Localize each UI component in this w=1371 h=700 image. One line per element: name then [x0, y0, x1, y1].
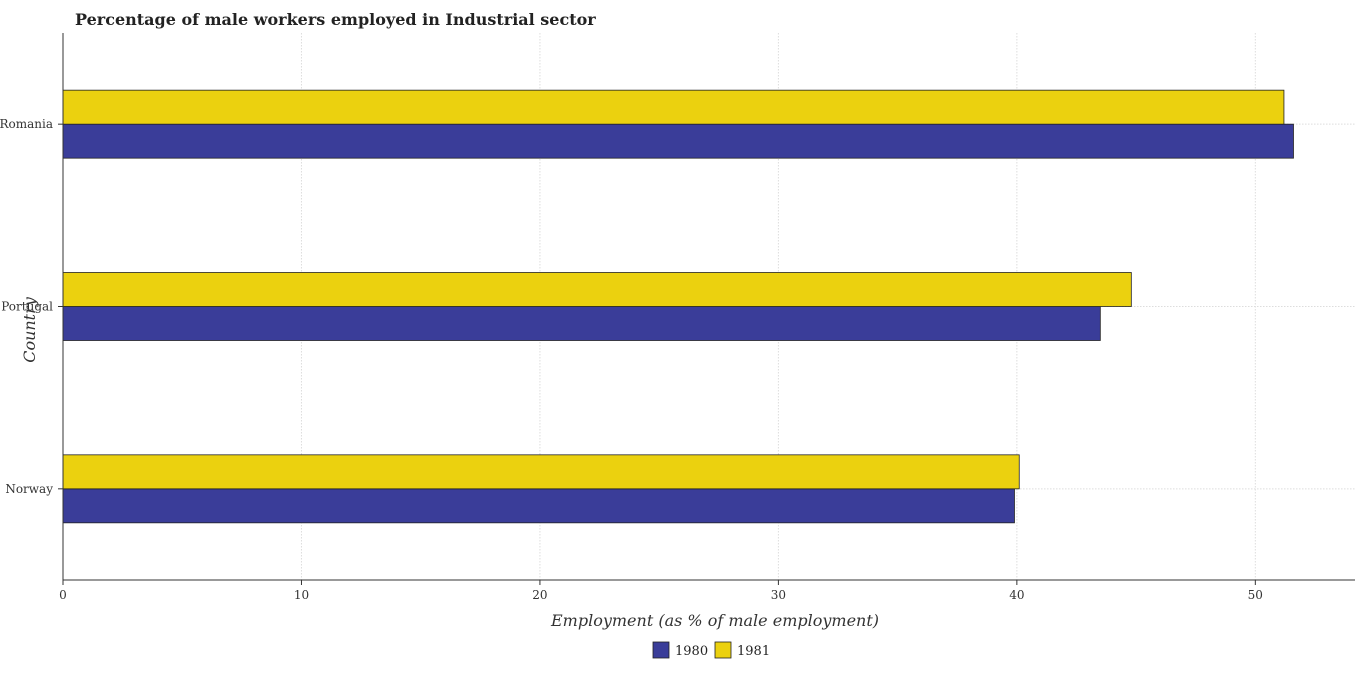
axes: 0 10 20 30 40 50 Norway Portugal Romania [0, 33, 1355, 602]
bar-1980-norway [62, 488, 1015, 524]
y-tick-label: Romania [0, 117, 53, 131]
x-axis-label: Employment (as % of male employment) [550, 611, 879, 630]
x-tick-label: 30 [771, 588, 786, 602]
x-tick-label: 20 [532, 588, 547, 602]
bar-1980-romania [62, 123, 1294, 159]
legend: 1980 1981 [652, 641, 770, 659]
x-tick-label: 40 [1009, 588, 1024, 602]
legend-swatch-1981 [714, 641, 732, 659]
x-tick-label: 10 [294, 588, 309, 602]
bars [62, 89, 1294, 524]
bar-1981-romania [62, 89, 1285, 125]
bar-1980-portugal [62, 306, 1101, 341]
legend-label-1980: 1980 [675, 644, 708, 659]
y-tick-label: Portugal [1, 300, 53, 314]
x-tick-label: 50 [1248, 588, 1263, 602]
chart-title: Percentage of male workers employed in I… [75, 10, 596, 29]
y-tick-label: Norway [5, 482, 53, 496]
x-tick-label: 0 [59, 588, 67, 602]
legend-swatch-1980 [652, 641, 670, 659]
bar-1981-norway [62, 454, 1020, 490]
bar-1981-portugal [62, 272, 1132, 307]
legend-label-1981: 1981 [737, 644, 770, 659]
y-axis-label: Country [20, 296, 39, 363]
